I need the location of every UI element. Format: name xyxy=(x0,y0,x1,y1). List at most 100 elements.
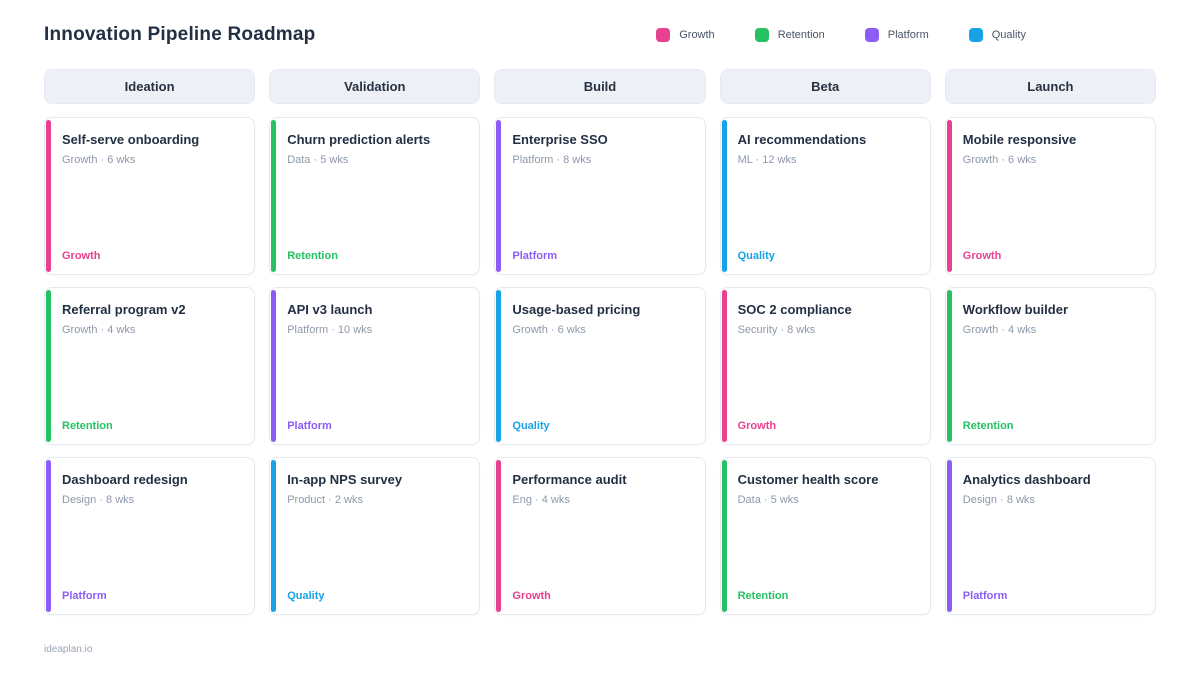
card-meta: Data · 5 wks xyxy=(287,154,349,166)
card[interactable]: Dashboard redesign Design · 8 wks Platfo… xyxy=(44,457,256,615)
card-accent-stripe xyxy=(946,460,952,612)
card[interactable]: Referral program v2 Growth · 4 wks Reten… xyxy=(44,287,256,445)
footer-branding: ideaplan.io xyxy=(44,644,93,655)
card-tag: Platform xyxy=(962,590,1008,602)
card[interactable]: SOC 2 compliance Security · 8 wks Growth xyxy=(719,287,931,445)
card[interactable]: Customer health score Data · 5 wks Reten… xyxy=(719,457,931,615)
card-title: Referral program v2 xyxy=(62,302,186,317)
column-cards: Mobile responsive Growth · 6 wks Growth … xyxy=(944,117,1156,615)
card[interactable]: API v3 launch Platform · 10 wks Platform xyxy=(269,287,481,445)
card-title: Analytics dashboard xyxy=(962,472,1091,487)
column-ideation: Ideation Self-serve onboarding Growth · … xyxy=(44,69,256,615)
card[interactable]: AI recommendations ML · 12 wks Quality xyxy=(719,117,931,275)
card-accent-stripe xyxy=(271,290,277,442)
card-tag: Retention xyxy=(962,420,1014,432)
card-title: Usage-based pricing xyxy=(512,302,641,317)
card-accent-stripe xyxy=(496,120,502,272)
card-tag: Growth xyxy=(962,250,1002,262)
card-meta: Platform · 8 wks xyxy=(512,154,592,166)
card-meta: Growth · 4 wks xyxy=(962,324,1037,336)
legend-item-growth: Growth xyxy=(656,28,715,42)
card[interactable]: Analytics dashboard Design · 8 wks Platf… xyxy=(944,457,1156,615)
column-header: Launch xyxy=(944,69,1156,104)
card-accent-stripe xyxy=(46,120,51,272)
card-meta: Growth · 6 wks xyxy=(962,154,1037,166)
column-beta: Beta AI recommendations ML · 12 wks Qual… xyxy=(719,69,931,615)
card-accent-stripe xyxy=(271,460,277,612)
quality-color-swatch xyxy=(968,28,983,42)
card-accent-stripe xyxy=(46,460,51,612)
legend-item-quality: Quality xyxy=(968,28,1026,42)
legend: Growth Retention Platform Quality xyxy=(656,28,1026,42)
card[interactable]: Workflow builder Growth · 4 wks Retentio… xyxy=(944,287,1156,445)
legend-item-retention: Retention xyxy=(754,28,825,42)
card-accent-stripe xyxy=(496,460,502,612)
card-tag: Quality xyxy=(287,590,325,602)
retention-color-swatch xyxy=(754,28,769,42)
page-title: Innovation Pipeline Roadmap xyxy=(44,24,316,45)
column-launch: Launch Mobile responsive Growth · 6 wks … xyxy=(944,69,1156,615)
card-meta: Eng · 4 wks xyxy=(512,494,570,506)
card-tag: Growth xyxy=(737,420,777,432)
column-header: Ideation xyxy=(44,69,256,104)
card-title: Performance audit xyxy=(512,472,627,487)
column-header: Validation xyxy=(269,69,481,104)
card-title: Customer health score xyxy=(737,472,879,487)
card-title: Mobile responsive xyxy=(962,132,1077,147)
column-cards: Churn prediction alerts Data · 5 wks Ret… xyxy=(269,117,481,615)
card-title: Enterprise SSO xyxy=(512,132,608,147)
card-accent-stripe xyxy=(721,460,727,612)
legend-label: Platform xyxy=(887,29,929,41)
card-tag: Quality xyxy=(737,250,775,262)
card-accent-stripe xyxy=(946,120,952,272)
card-meta: Platform · 10 wks xyxy=(287,324,373,336)
card-meta: Growth · 4 wks xyxy=(62,324,136,336)
card-title: SOC 2 compliance xyxy=(737,302,852,317)
legend-label: Growth xyxy=(679,29,715,41)
card-meta: ML · 12 wks xyxy=(737,154,797,166)
card-meta: Security · 8 wks xyxy=(737,324,816,336)
card-tag: Retention xyxy=(62,420,113,432)
card-title: API v3 launch xyxy=(287,302,373,317)
card-tag: Growth xyxy=(512,590,551,602)
card-tag: Platform xyxy=(62,590,107,602)
card-tag: Growth xyxy=(62,250,101,262)
card-title: AI recommendations xyxy=(737,132,867,147)
card-tag: Platform xyxy=(512,250,558,262)
card[interactable]: Mobile responsive Growth · 6 wks Growth xyxy=(944,117,1156,275)
legend-label: Retention xyxy=(777,29,825,41)
card-meta: Design · 8 wks xyxy=(62,494,135,506)
card[interactable]: Performance audit Eng · 4 wks Growth xyxy=(494,457,706,615)
card[interactable]: Churn prediction alerts Data · 5 wks Ret… xyxy=(269,117,481,275)
card-title: Workflow builder xyxy=(962,302,1069,317)
card-accent-stripe xyxy=(271,120,277,272)
legend-item-platform: Platform xyxy=(864,28,929,42)
card-accent-stripe xyxy=(946,290,952,442)
card-meta: Design · 8 wks xyxy=(962,494,1035,506)
legend-label: Quality xyxy=(991,29,1026,41)
header: Innovation Pipeline Roadmap Growth Reten… xyxy=(44,0,1156,53)
card-meta: Growth · 6 wks xyxy=(512,324,586,336)
card-meta: Product · 2 wks xyxy=(287,494,363,506)
growth-color-swatch xyxy=(656,28,671,42)
card-accent-stripe xyxy=(721,290,727,442)
card[interactable]: Self-serve onboarding Growth · 6 wks Gro… xyxy=(44,117,256,275)
column-header: Build xyxy=(494,69,706,104)
card[interactable]: Usage-based pricing Growth · 6 wks Quali… xyxy=(494,287,706,445)
column-build: Build Enterprise SSO Platform · 8 wks Pl… xyxy=(494,69,706,615)
column-cards: Self-serve onboarding Growth · 6 wks Gro… xyxy=(44,117,256,615)
card-title: Self-serve onboarding xyxy=(62,132,200,147)
card-meta: Data · 5 wks xyxy=(737,494,799,506)
card-tag: Retention xyxy=(737,590,789,602)
kanban-board: Ideation Self-serve onboarding Growth · … xyxy=(44,69,1156,615)
card-tag: Quality xyxy=(512,420,550,432)
card-accent-stripe xyxy=(721,120,727,272)
card[interactable]: Enterprise SSO Platform · 8 wks Platform xyxy=(494,117,706,275)
card-title: In-app NPS survey xyxy=(287,472,403,487)
card[interactable]: In-app NPS survey Product · 2 wks Qualit… xyxy=(269,457,481,615)
column-cards: AI recommendations ML · 12 wks Quality S… xyxy=(719,117,931,615)
platform-color-swatch xyxy=(864,28,879,42)
card-accent-stripe xyxy=(496,290,502,442)
column-header: Beta xyxy=(719,69,931,104)
